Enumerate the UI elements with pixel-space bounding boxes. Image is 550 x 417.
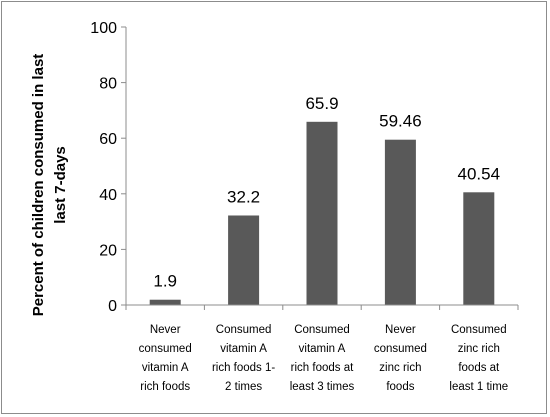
data-labels: 1.9 32.2 65.9 59.46 40.54 bbox=[153, 94, 500, 291]
category-label-line: Consumed bbox=[451, 324, 507, 336]
category-label: Never consumed vitamin A rich foods bbox=[139, 324, 192, 393]
category-label-line: zinc rich bbox=[458, 343, 500, 355]
y-tick-label: 40 bbox=[99, 187, 117, 204]
y-tick-label: 0 bbox=[108, 298, 117, 315]
bars bbox=[149, 121, 495, 305]
bar bbox=[228, 215, 260, 305]
category-label-line: rich foods 1- bbox=[212, 362, 275, 374]
data-label: 59.46 bbox=[379, 112, 422, 131]
category-label-line: foods at bbox=[458, 362, 500, 374]
y-tick-label: 80 bbox=[99, 76, 117, 93]
category-label-line: consumed bbox=[374, 343, 427, 355]
category-label: Consumed zinc rich foods at least 1 time bbox=[449, 324, 508, 393]
category-label-line: foods bbox=[386, 381, 414, 393]
category-label-line: least 1 time bbox=[449, 381, 508, 393]
y-axis-title-line-2: last 7-days bbox=[52, 146, 69, 224]
y-tick-label: 60 bbox=[99, 131, 117, 148]
category-label: Consumed vitamin A rich foods at least 3 ti… bbox=[290, 324, 355, 393]
y-axis-title-line-1: Percent of children consumed in last bbox=[30, 54, 47, 317]
category-label-line: Never bbox=[385, 324, 416, 336]
bar bbox=[149, 299, 181, 305]
category-label-line: 2 times bbox=[225, 381, 262, 393]
bar bbox=[384, 139, 416, 305]
category-label-line: vitamin A bbox=[220, 343, 267, 355]
category-label-line: Consumed bbox=[294, 324, 350, 336]
category-label-line: Consumed bbox=[216, 324, 272, 336]
category-label-line: least 3 times bbox=[290, 381, 355, 393]
category-label-line: vitamin A bbox=[299, 343, 346, 355]
bar bbox=[463, 192, 495, 305]
data-label: 1.9 bbox=[153, 272, 177, 291]
data-label: 32.2 bbox=[227, 187, 260, 206]
category-label: Consumed vitamin A rich foods 1- 2 times bbox=[212, 324, 275, 393]
category-label-line: Never bbox=[150, 324, 181, 336]
category-label-line: zinc rich bbox=[379, 362, 421, 374]
y-axis-ticks: 0 20 40 60 80 100 bbox=[90, 20, 126, 315]
category-label-line: consumed bbox=[139, 343, 192, 355]
category-labels: Never consumed vitamin A rich foods Consumed… bbox=[139, 324, 509, 393]
axes bbox=[125, 27, 519, 310]
category-label-line: rich foods bbox=[140, 381, 190, 393]
data-label: 65.9 bbox=[305, 94, 338, 113]
y-tick-label: 100 bbox=[90, 20, 117, 37]
y-axis-title: Percent of children consumed in last las… bbox=[30, 54, 69, 317]
category-label-line: vitamin A bbox=[142, 362, 189, 374]
category-label-line: rich foods at bbox=[291, 362, 354, 374]
bar bbox=[306, 121, 338, 305]
data-label: 40.54 bbox=[458, 164, 501, 183]
y-tick-label: 20 bbox=[99, 242, 117, 259]
category-label: Never consumed zinc rich foods bbox=[374, 324, 427, 393]
